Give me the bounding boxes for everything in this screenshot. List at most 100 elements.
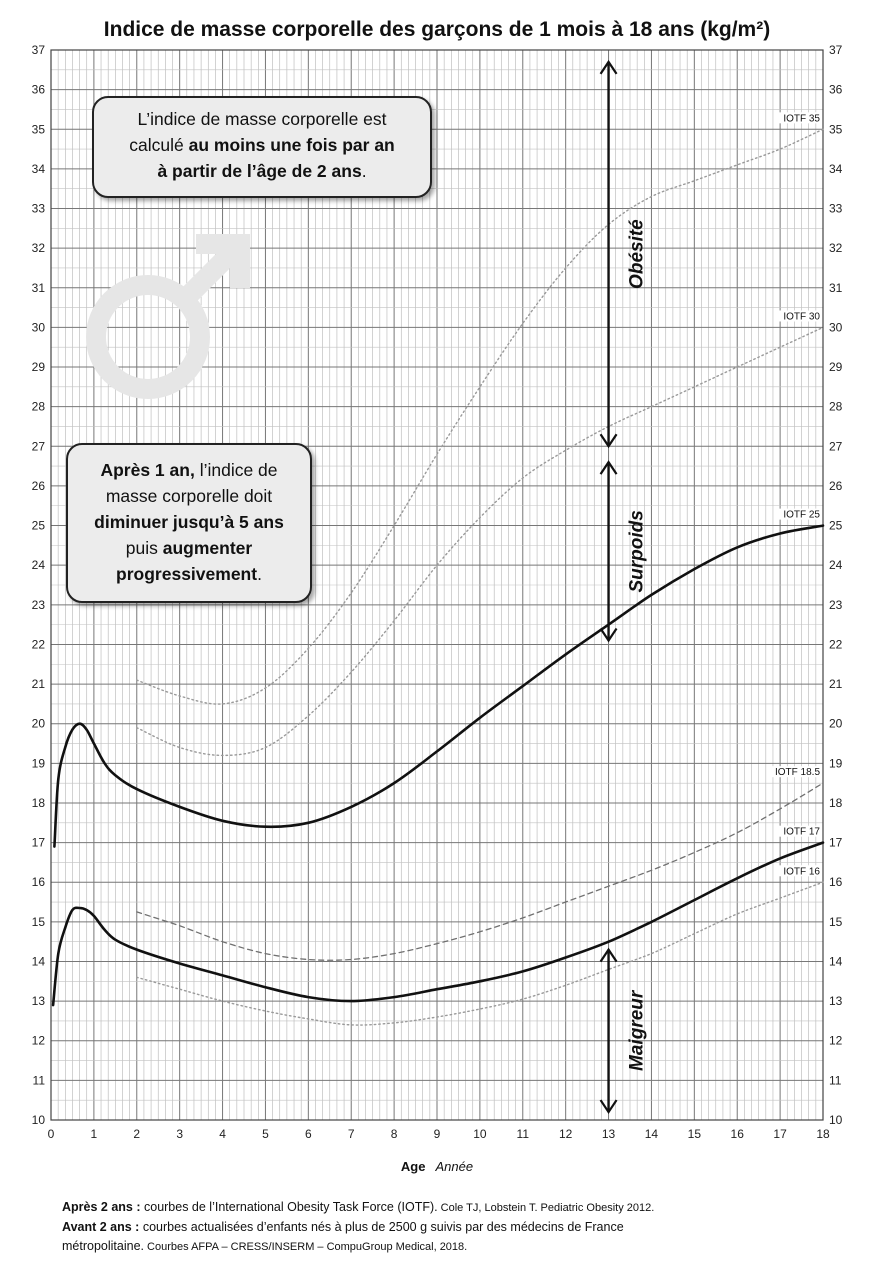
curve-label-bg xyxy=(766,766,821,778)
curve-label-bg xyxy=(777,825,821,837)
x-tick-label: 17 xyxy=(773,1127,787,1141)
y-tick-label-right: 29 xyxy=(829,360,843,374)
note-box-calculation: L’indice de masse corporelle est calculé… xyxy=(92,96,432,198)
y-tick-label-right: 26 xyxy=(829,479,843,493)
note2-line3-bold: diminuer jusqu’à 5 ans xyxy=(94,512,284,532)
x-tick-label: 2 xyxy=(133,1127,140,1141)
x-tick-label: 16 xyxy=(731,1127,745,1141)
y-tick-label-right: 16 xyxy=(829,875,843,889)
x-axis-label-bold: Age xyxy=(401,1159,426,1174)
x-tick-label: 7 xyxy=(348,1127,355,1141)
y-tick-label-left: 25 xyxy=(32,519,46,533)
y-tick-label-right: 20 xyxy=(829,717,843,731)
note-box-evolution: Après 1 an, l’indice de masse corporelle… xyxy=(66,443,312,603)
y-tick-label-right: 14 xyxy=(829,954,843,968)
footer-after-2-text: courbes de l’International Obesity Task … xyxy=(140,1200,438,1214)
curve-label-bg xyxy=(777,310,821,322)
curve-reference-1 xyxy=(51,841,825,1007)
zone-arrowhead-top-surpoids xyxy=(599,460,618,475)
x-tick-label: 0 xyxy=(48,1127,55,1141)
curve-label-bg xyxy=(777,508,821,520)
zones: Obésité Surpoids Maigreur xyxy=(599,59,648,1115)
x-tick-label: 8 xyxy=(391,1127,398,1141)
y-tick-label-left: 35 xyxy=(32,122,46,136)
x-tick-label: 9 xyxy=(434,1127,441,1141)
y-tick-label-left: 28 xyxy=(32,400,46,414)
curve-label-iotf-30: IOTF 30 xyxy=(783,311,820,322)
note2-line4: puis xyxy=(125,538,163,558)
note2-line1-bold: Après 1 an, xyxy=(100,460,195,480)
note1-line2: calculé xyxy=(129,135,189,155)
y-tick-label-left: 30 xyxy=(32,320,46,334)
note1-line2-bold: au moins une fois par an xyxy=(188,135,395,155)
curve-iotf-16 xyxy=(136,881,824,1026)
curve-iotf-18-5 xyxy=(136,782,824,961)
footer-sources: Après 2 ans : courbes de l’International… xyxy=(62,1198,832,1257)
y-tick-label-left: 22 xyxy=(32,637,46,651)
curve-iotf-30 xyxy=(136,326,824,757)
footer-after-2-label: Après 2 ans : xyxy=(62,1200,141,1214)
x-tick-label: 13 xyxy=(602,1127,616,1141)
footer-line-3: métropolitaine. Courbes AFPA – CRESS/INS… xyxy=(62,1237,832,1257)
note1-line1: L’indice de masse corporelle est xyxy=(137,109,387,129)
y-tick-label-left: 19 xyxy=(32,756,46,770)
note1-line3-end: . xyxy=(361,161,367,181)
curve-label-iotf-25: IOTF 25 xyxy=(783,510,820,521)
x-tick-label: 15 xyxy=(688,1127,702,1141)
y-tick-label-right: 13 xyxy=(829,994,843,1008)
y-tick-label-left: 18 xyxy=(32,796,46,810)
note2-line4-bold: augmenter xyxy=(162,538,253,558)
y-tick-label-left: 16 xyxy=(32,875,46,889)
curve-iotf-35 xyxy=(136,128,824,705)
footer-before-2-text: courbes actualisées d’enfants nés à plus… xyxy=(139,1220,624,1234)
y-tick-label-left: 24 xyxy=(32,558,46,572)
y-tick-label-left: 36 xyxy=(32,83,46,97)
y-tick-label-left: 26 xyxy=(32,479,46,493)
y-tick-label-left: 17 xyxy=(32,836,46,850)
x-tick-label: 6 xyxy=(305,1127,312,1141)
y-tick-label-right: 21 xyxy=(829,677,843,691)
y-tick-label-right: 24 xyxy=(829,558,843,572)
x-tick-label: 11 xyxy=(517,1127,530,1141)
footer-after-2-ref: Cole TJ, Lobstein T. Pediatric Obesity 2… xyxy=(437,1202,655,1214)
male-symbol-icon xyxy=(86,234,250,399)
y-tick-label-left: 11 xyxy=(33,1073,46,1087)
curve-label-iotf-35: IOTF 35 xyxy=(783,113,820,124)
y-tick-label-left: 27 xyxy=(32,439,46,453)
curves xyxy=(51,128,825,1026)
y-tick-label-left: 32 xyxy=(32,241,46,255)
y-tick-label-left: 34 xyxy=(32,162,46,176)
y-tick-label-left: 12 xyxy=(32,1034,46,1048)
note2-line5-end: . xyxy=(257,564,262,584)
x-tick-label: 3 xyxy=(176,1127,183,1141)
curve-label-iotf-16: IOTF 16 xyxy=(783,866,820,877)
y-tick-label-right: 22 xyxy=(829,637,843,651)
x-tick-label: 12 xyxy=(559,1127,573,1141)
curve-label-iotf-18-5: IOTF 18.5 xyxy=(775,767,820,778)
y-tick-label-right: 15 xyxy=(829,915,843,929)
y-tick-label-right: 17 xyxy=(829,836,843,850)
footer-line-2: Avant 2 ans : courbes actualisées d’enfa… xyxy=(62,1218,832,1237)
zone-arrowhead-bottom-obesite xyxy=(599,433,618,449)
y-tick-label-right: 12 xyxy=(829,1034,843,1048)
zone-arrowhead-bottom-surpoids xyxy=(599,627,618,643)
y-tick-label-right: 23 xyxy=(829,598,843,612)
curve-reference-0 xyxy=(53,524,825,848)
y-tick-label-right: 34 xyxy=(829,162,843,176)
y-tick-label-right: 35 xyxy=(829,122,843,136)
footer-line-1: Après 2 ans : courbes de l’International… xyxy=(62,1198,832,1218)
y-tick-label-left: 23 xyxy=(32,598,46,612)
y-tick-label-left: 29 xyxy=(32,360,46,374)
y-tick-label-left: 10 xyxy=(32,1113,46,1127)
y-tick-label-left: 33 xyxy=(32,202,46,216)
y-tick-label-right: 18 xyxy=(829,796,843,810)
x-tick-label: 1 xyxy=(91,1127,98,1141)
footer-before-2-label: Avant 2 ans : xyxy=(62,1220,140,1234)
note2-line2: masse corporelle doit xyxy=(105,486,273,506)
y-tick-label-right: 11 xyxy=(829,1073,842,1087)
y-tick-label-right: 25 xyxy=(829,519,843,533)
y-tick-label-left: 20 xyxy=(32,717,46,731)
note2-line5-bold: progressivement xyxy=(116,564,258,584)
x-axis-label-unit: Année xyxy=(434,1159,473,1174)
y-tick-label-right: 28 xyxy=(829,400,843,414)
